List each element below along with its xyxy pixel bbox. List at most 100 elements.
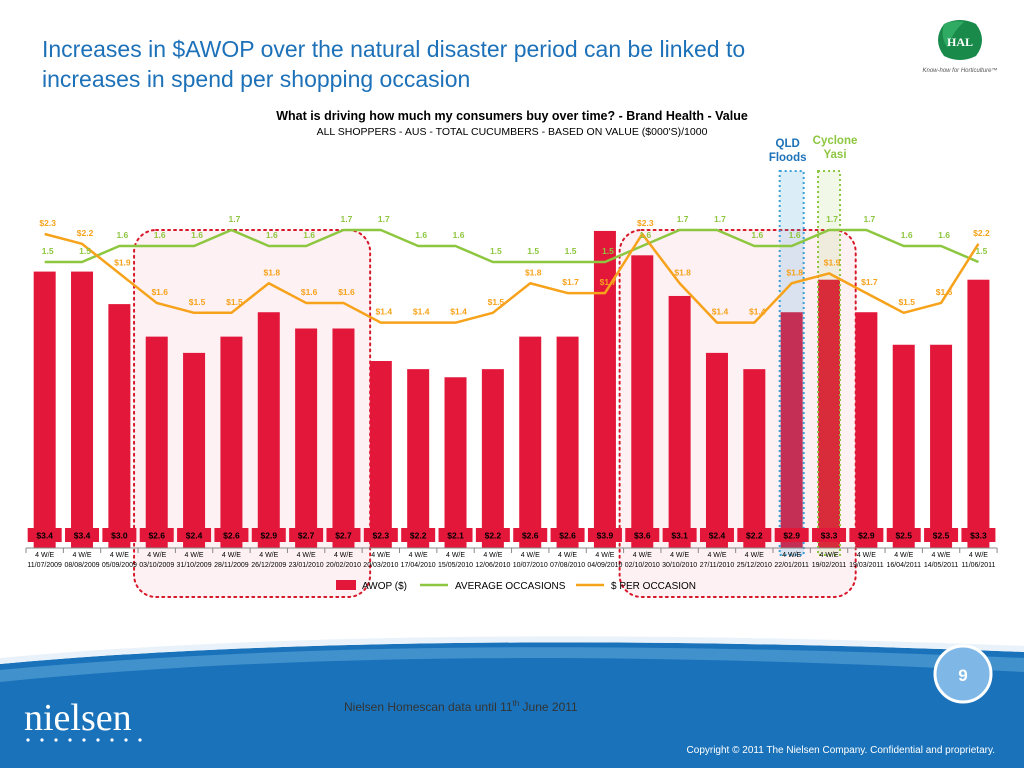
awop-value-label: $3.3 [970, 531, 987, 541]
x-tick-label-period: 4 W/E [857, 552, 876, 559]
spend-data-label: $1.4 [376, 307, 393, 317]
copyright-text: Copyright © 2011 The Nielsen Company. Co… [687, 745, 995, 756]
awop-value-box [363, 528, 398, 542]
awop-bar [967, 279, 990, 548]
awop-value-box [326, 528, 361, 542]
spend-data-label: $1.9 [824, 257, 841, 267]
awop-value-label: $2.4 [709, 531, 726, 541]
x-tick-label-date: 11/06/2011 [961, 562, 995, 569]
x-tick-label-date: 02/10/2010 [625, 562, 660, 569]
occasions-data-label: 1.6 [266, 230, 278, 240]
source-note-suffix: June 2011 [519, 700, 578, 714]
page-number: 9 [958, 666, 967, 685]
source-note-prefix: Nielsen Homescan data until 11 [344, 700, 513, 714]
x-tick-label-period: 4 W/E [222, 552, 241, 559]
occasions-data-label: 1.5 [42, 246, 54, 256]
awop-value-box [438, 528, 473, 542]
x-tick-label-period: 4 W/E [297, 552, 316, 559]
x-tick-label-date: 03/10/2009 [139, 562, 174, 569]
spend-data-label: $1.8 [525, 267, 542, 277]
occasions-data-label: 1.7 [863, 214, 875, 224]
spend-data-label: $1.4 [712, 307, 729, 317]
awop-bar [369, 361, 392, 548]
footer-band: 9 Nielsen Homescan data until 11th June … [0, 636, 1024, 768]
awop-bar [220, 336, 243, 548]
awop-bar [145, 336, 168, 548]
x-tick-label-period: 4 W/E [521, 552, 540, 559]
awop-bar [33, 271, 56, 548]
awop-value-box [662, 528, 697, 542]
x-tick-label-period: 4 W/E [633, 552, 652, 559]
awop-value-box [587, 528, 622, 542]
awop-value-label: $3.1 [671, 531, 688, 541]
chart-subtitle: ALL SHOPPERS - AUS - TOTAL CUCUMBERS - B… [317, 126, 708, 138]
awop-value-label: $2.6 [223, 531, 240, 541]
awop-bar [108, 304, 131, 548]
x-tick-label-period: 4 W/E [259, 552, 278, 559]
legend-label-spend: $ PER OCCASION [611, 581, 696, 592]
awop-bar [71, 271, 94, 548]
awop-value-box [65, 528, 100, 542]
spend-data-label: $1.7 [600, 277, 617, 287]
x-tick-label-date: 20/03/2010 [363, 562, 398, 569]
x-tick-label-period: 4 W/E [745, 552, 764, 559]
occasions-data-label: 1.5 [565, 246, 577, 256]
occasions-data-label: 1.6 [303, 230, 315, 240]
x-tick-label-period: 4 W/E [110, 552, 129, 559]
awop-value-box [289, 528, 324, 542]
slide-title: Increases in $AWOP over the natural disa… [42, 34, 902, 94]
spend-data-label: $1.4 [450, 307, 467, 317]
x-tick-label-date: 28/11/2009 [214, 562, 249, 569]
x-tick-label-date: 15/05/2010 [438, 562, 473, 569]
spend-data-label: $1.7 [562, 277, 579, 287]
awop-value-box [513, 528, 548, 542]
spend-data-label: $1.8 [674, 267, 691, 277]
awop-value-label: $2.9 [261, 531, 278, 541]
occasions-data-label: 1.7 [229, 214, 241, 224]
spend-data-label: $1.6 [301, 287, 318, 297]
awop-value-label: $2.7 [335, 531, 352, 541]
x-tick-label-period: 4 W/E [969, 552, 988, 559]
awop-value-box [737, 528, 772, 542]
cyclone-label-line-1: Cyclone [813, 135, 858, 147]
awop-bar [668, 295, 691, 548]
awop-value-label: $2.7 [298, 531, 315, 541]
awop-value-label: $2.5 [933, 531, 950, 541]
occasions-data-label: 1.5 [79, 246, 91, 256]
spend-data-label: $1.5 [189, 297, 206, 307]
awop-bar [519, 336, 542, 548]
awop-bar [930, 344, 953, 548]
qld-label-line-1: QLD [776, 138, 800, 150]
x-tick-label-period: 4 W/E [595, 552, 614, 559]
awop-bar [257, 312, 280, 548]
spend-data-label: $1.4 [413, 307, 430, 317]
awop-value-box [177, 528, 212, 542]
awop-bar [705, 352, 728, 548]
spend-per-occasion-line [44, 232, 980, 324]
awop-value-box [27, 528, 62, 542]
awop-value-label: $2.3 [373, 531, 390, 541]
awop-value-label: $3.4 [36, 531, 53, 541]
x-tick-label-period: 4 W/E [932, 552, 951, 559]
occasions-data-label: 1.6 [789, 230, 801, 240]
occasions-data-label: 1.6 [751, 230, 763, 240]
x-tick-label-date: 26/12/2009 [251, 562, 286, 569]
awop-bar [481, 369, 504, 548]
occasions-data-label: 1.7 [378, 214, 390, 224]
x-tick-label-date: 07/08/2010 [550, 562, 585, 569]
source-note: Nielsen Homescan data until 11th June 20… [344, 699, 578, 714]
awop-value-label: $2.9 [783, 531, 800, 541]
qld-label-line-2: Floods [769, 152, 807, 164]
spend-data-label: $1.8 [786, 267, 803, 277]
occasions-data-label: 1.6 [639, 230, 651, 240]
awop-bar [818, 279, 841, 548]
awop-value-box [139, 528, 174, 542]
hal-logo: HAL Know-how for Horticulture™ [922, 20, 998, 74]
occasions-data-label: 1.7 [677, 214, 689, 224]
awop-bar [743, 369, 766, 548]
awop-value-label: $2.6 [522, 531, 539, 541]
qld-floods-box [778, 170, 805, 556]
x-tick-label-date: 11/07/2009 [27, 562, 62, 569]
awop-value-label: $2.2 [410, 531, 427, 541]
x-tick-label-date: 30/10/2010 [662, 562, 697, 569]
